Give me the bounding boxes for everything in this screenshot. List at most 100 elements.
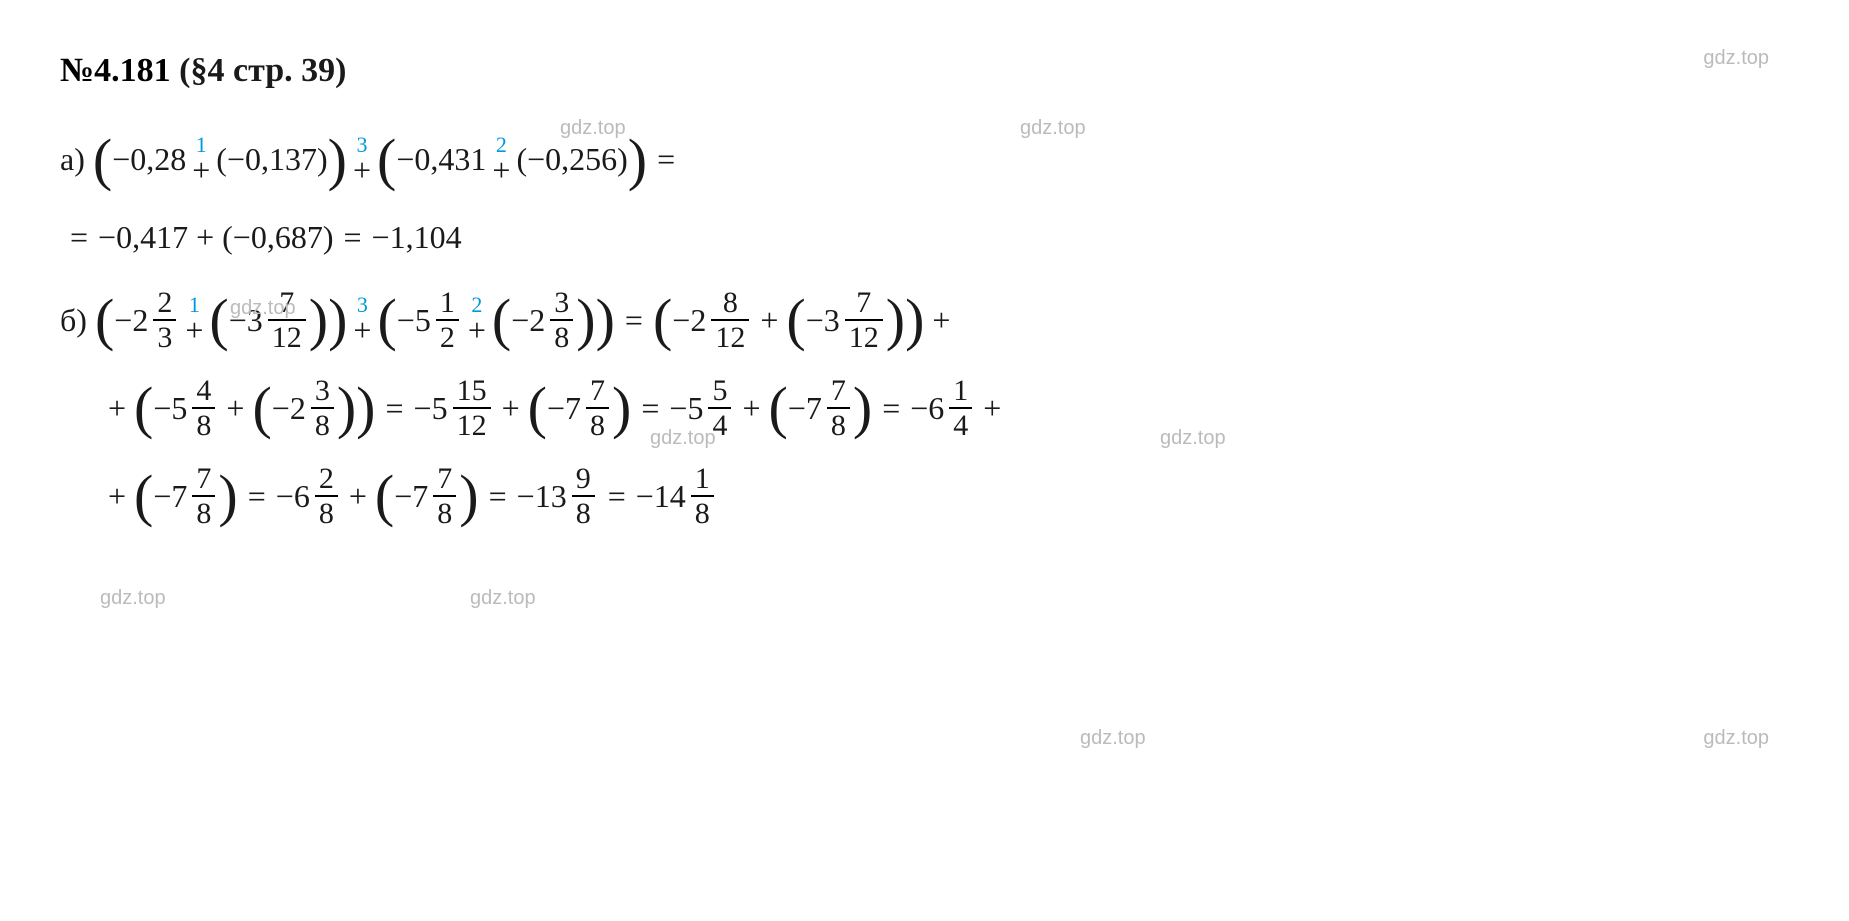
whole-part: −2 (114, 292, 148, 350)
paren-open: ( (516, 131, 527, 189)
equals: = (608, 468, 626, 526)
number: −0,687 (233, 209, 323, 267)
paren-close: ) (905, 297, 924, 343)
annotated-plus: 2 + (492, 134, 510, 186)
denominator: 12 (268, 319, 306, 354)
equals: = (641, 380, 659, 438)
mixed-fraction: −2 812 (672, 286, 752, 354)
paren-close: ) (317, 131, 328, 189)
paren-open: ( (134, 473, 153, 519)
plus-op: + (108, 468, 126, 526)
plus-op: + (108, 380, 126, 438)
mixed-fraction: −2 38 (511, 286, 576, 354)
equals: = (657, 131, 675, 189)
mixed-fraction: −5 54 (669, 374, 734, 442)
denominator: 12 (453, 407, 491, 442)
paren-open: ( (768, 385, 787, 431)
numerator: 7 (192, 462, 215, 495)
whole-part: −5 (669, 380, 703, 438)
plus-op: + (349, 468, 367, 526)
plus-op: + (353, 314, 371, 346)
paren-close: ) (309, 297, 328, 343)
watermark: gdz.top (1703, 720, 1769, 756)
denominator: 8 (550, 319, 573, 354)
paren-close: ) (323, 209, 334, 267)
numerator: 1 (436, 286, 459, 319)
mixed-fraction: −2 38 (272, 374, 337, 442)
number: −0,417 (98, 209, 188, 267)
numerator: 7 (852, 286, 875, 319)
numerator: 7 (586, 374, 609, 407)
plus-op: + (932, 292, 950, 350)
numerator: 1 (691, 462, 714, 495)
equals: = (882, 380, 900, 438)
header-number: 4.181 (94, 52, 171, 89)
equals: = (489, 468, 507, 526)
whole-part: −3 (806, 292, 840, 350)
mixed-fraction: −5 48 (153, 374, 218, 442)
header-prefix: № (60, 52, 94, 89)
plus-op: + (468, 314, 486, 346)
paren-close: ) (576, 297, 595, 343)
plus-op: + (196, 209, 214, 267)
numerator: 7 (827, 374, 850, 407)
part-b-line-1: б) ( −2 23 1 + ( −3 712 ) ) 3 + ( −5 12 … (60, 286, 1789, 354)
paren-close: ) (617, 131, 628, 189)
annotated-plus: 1 + (185, 294, 203, 346)
denominator: 2 (436, 319, 459, 354)
denominator: 8 (311, 407, 334, 442)
number: −0,256 (527, 131, 617, 189)
whole-part: −3 (229, 292, 263, 350)
header-suffix: (§4 стр. 39) (171, 52, 347, 89)
paren-close: ) (356, 385, 375, 431)
denominator: 12 (711, 319, 749, 354)
denominator: 12 (845, 319, 883, 354)
annotated-plus: 1 + (192, 134, 210, 186)
plus-op: + (760, 292, 778, 350)
number: −0,431 (396, 131, 486, 189)
mixed-fraction: −6 28 (276, 462, 341, 530)
mixed-fraction: −7 78 (394, 462, 459, 530)
paren-close: ) (853, 385, 872, 431)
plus-op: + (353, 154, 371, 186)
numerator: 7 (433, 462, 456, 495)
mixed-fraction: −7 78 (153, 462, 218, 530)
paren-close: ) (886, 297, 905, 343)
whole-part: −2 (272, 380, 306, 438)
equals: = (625, 292, 643, 350)
whole-part: −6 (910, 380, 944, 438)
numerator: 3 (311, 374, 334, 407)
equals: = (344, 209, 362, 267)
denominator: 8 (192, 495, 215, 530)
paren-close: ) (328, 297, 347, 343)
label-b: б) (60, 292, 87, 350)
annotated-plus: 3 + (353, 294, 371, 346)
mixed-fraction: −3 712 (229, 286, 309, 354)
paren-open: ( (786, 297, 805, 343)
paren-open: ( (209, 297, 228, 343)
part-b-line-3: + ( −7 78 ) = −6 28 + ( −7 78 ) = −13 98… (60, 462, 1789, 530)
plus-op: + (185, 314, 203, 346)
paren-open: ( (93, 137, 112, 183)
mixed-fraction: −6 14 (910, 374, 975, 442)
whole-part: −7 (394, 468, 428, 526)
paren-close: ) (218, 473, 237, 519)
plus-op: + (502, 380, 520, 438)
mixed-fraction: −3 712 (806, 286, 886, 354)
paren-open: ( (222, 209, 233, 267)
whole-part: −2 (511, 292, 545, 350)
paren-open: ( (492, 297, 511, 343)
plus-op: + (192, 154, 210, 186)
denominator: 8 (572, 495, 595, 530)
numerator: 9 (572, 462, 595, 495)
watermark: gdz.top (100, 580, 166, 616)
whole-part: −7 (153, 468, 187, 526)
whole-part: −7 (788, 380, 822, 438)
mixed-fraction: −5 12 (397, 286, 462, 354)
equals: = (70, 209, 88, 267)
denominator: 3 (153, 319, 176, 354)
plus-op: + (983, 380, 1001, 438)
numerator: 2 (153, 286, 176, 319)
denominator: 8 (586, 407, 609, 442)
paren-open: ( (528, 385, 547, 431)
